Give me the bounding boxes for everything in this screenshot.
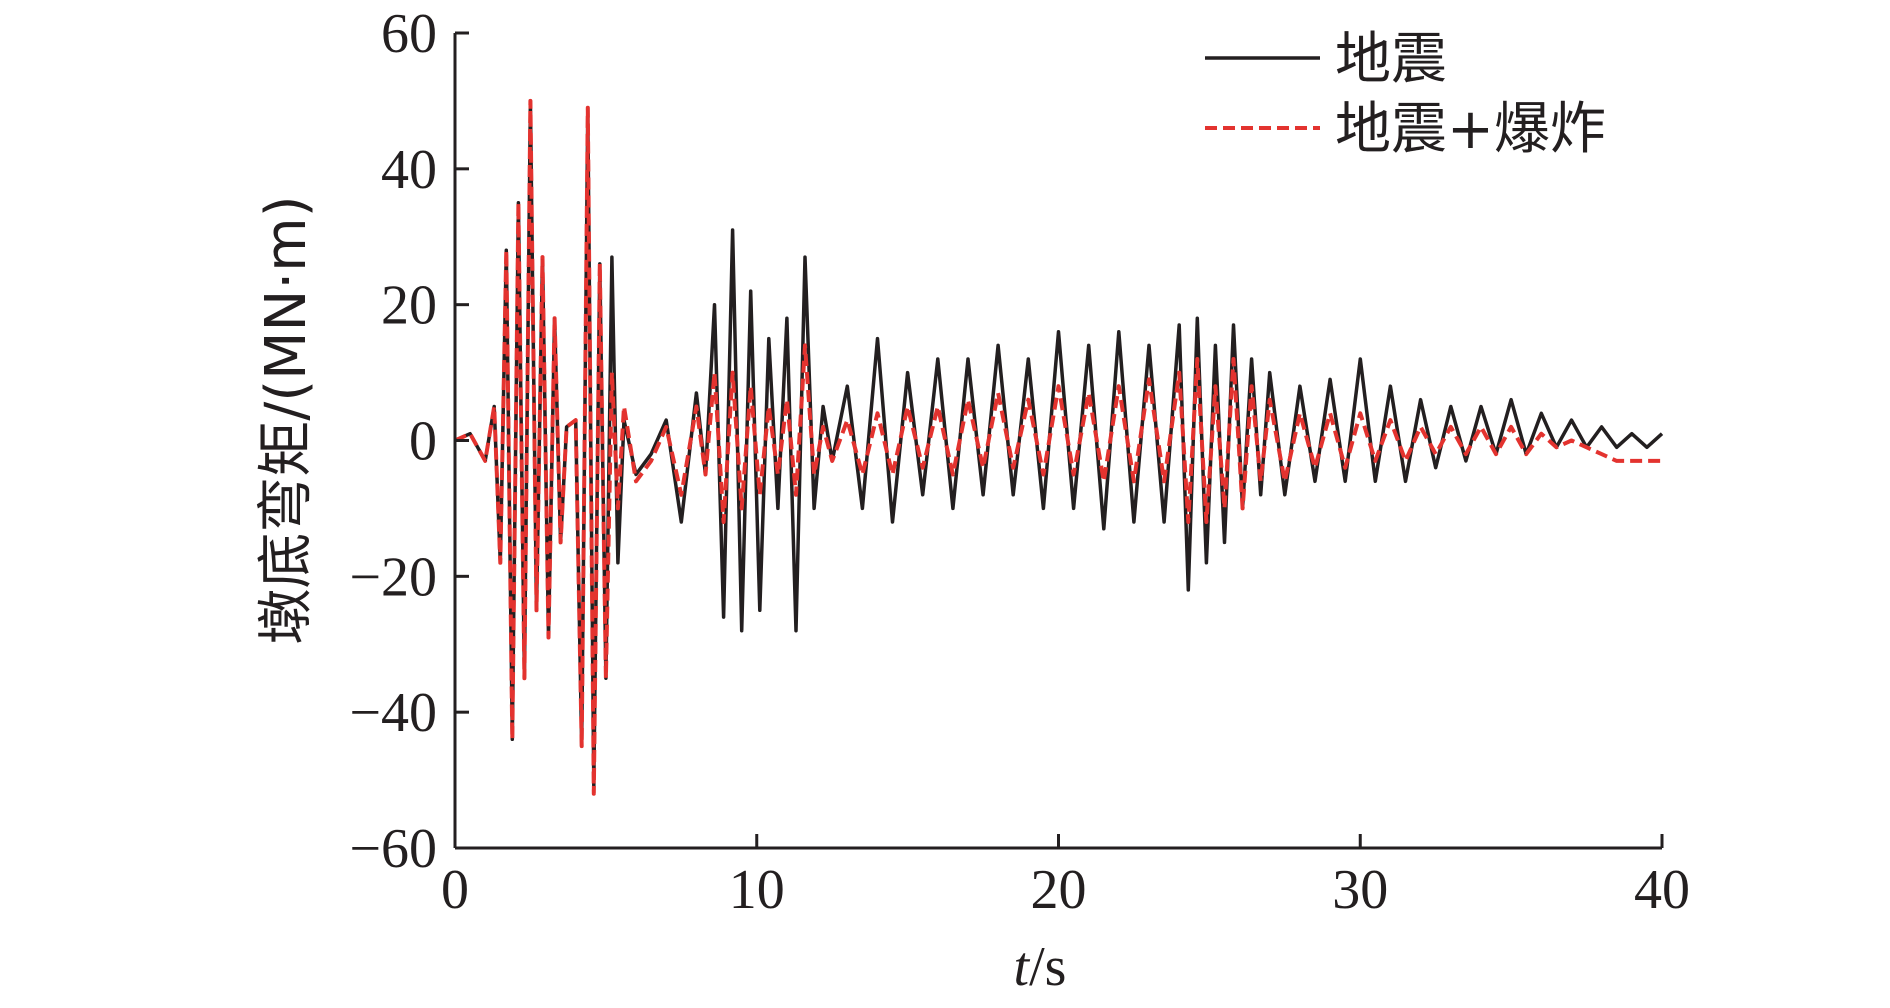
legend: 地震 地震+爆炸 (1205, 27, 1606, 162)
x-axis-title: t/s (1014, 936, 1067, 998)
y-tick-label: −40 (349, 682, 437, 744)
series-line-0 (454, 99, 1664, 789)
x-tick-label: 0 (441, 859, 469, 921)
series-line-1 (454, 98, 1662, 796)
x-tick-label: 40 (1634, 859, 1690, 921)
y-tick-label: −60 (349, 818, 437, 880)
y-axis-title: 墩底弯矩/(MN·m) (254, 195, 319, 644)
y-tick-label: 20 (381, 275, 437, 337)
y-tick-label: 60 (381, 3, 437, 65)
x-axis-title-variable: t (1014, 936, 1031, 998)
y-tick-label: −20 (349, 546, 437, 608)
x-axis-title-unit: /s (1029, 936, 1066, 998)
x-tick-label: 10 (729, 859, 785, 921)
x-tick-label: 20 (1031, 859, 1087, 921)
y-tick-label: 0 (409, 411, 437, 473)
plot-area: −60 −40 −20 0 20 40 60 0 10 20 30 40 (349, 3, 1690, 921)
y-tick-label: 40 (381, 139, 437, 201)
legend-label-earthquake: 地震 (1335, 27, 1447, 92)
legend-label-earthquake-explosion: 地震+爆炸 (1335, 97, 1606, 162)
ticks: −60 −40 −20 0 20 40 60 0 10 20 30 40 (349, 3, 1690, 921)
series-layer (454, 98, 1664, 796)
x-tick-label: 30 (1332, 859, 1388, 921)
